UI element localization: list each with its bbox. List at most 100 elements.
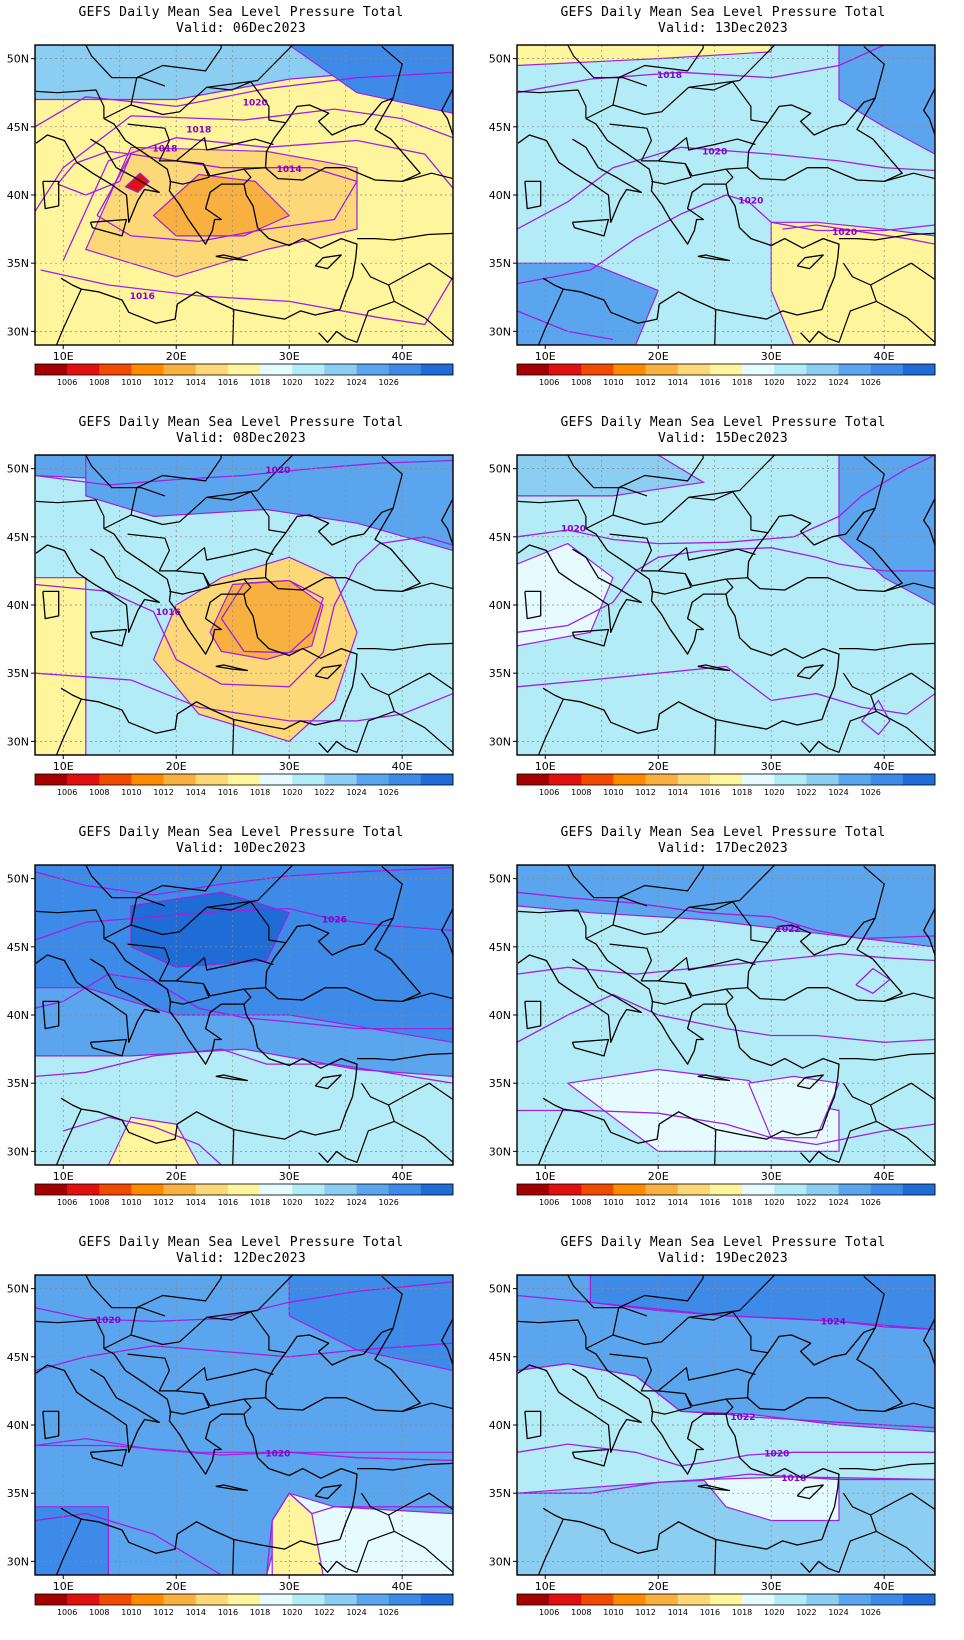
colorbar-swatch [67, 364, 100, 375]
colorbar-swatch [742, 774, 775, 785]
colorbar-label: 1006 [539, 1608, 559, 1617]
country-border [357, 642, 453, 651]
lon-label: 20E [648, 760, 669, 773]
colorbar-label: 1010 [121, 1608, 141, 1617]
colorbar-label: 1012 [153, 1608, 173, 1617]
colorbar-swatch [420, 364, 454, 375]
colorbar-label: 1018 [732, 1198, 752, 1207]
colorbar-label: 1006 [57, 378, 77, 387]
colorbar-swatch [99, 774, 132, 785]
colorbar-swatch [613, 364, 646, 375]
lon-label: 40E [392, 760, 413, 773]
lat-label: 50N [489, 463, 511, 476]
colorbar-swatch [195, 364, 229, 375]
coastline [318, 330, 347, 343]
lon-label: 40E [874, 1170, 895, 1183]
isobar-line [35, 459, 453, 486]
coastline [585, 118, 729, 245]
country-border [103, 1311, 286, 1354]
isobar-line [265, 1492, 453, 1575]
coastline [585, 528, 729, 655]
isobar-label: 1020 [738, 196, 763, 206]
colorbar-label: 1024 [346, 788, 366, 797]
colorbar-swatch [227, 774, 261, 785]
country-border [609, 943, 692, 1005]
colorbar-swatch [870, 774, 904, 785]
country-border [863, 45, 885, 99]
map-panel: GEFS Daily Mean Sea Level Pressure Total… [482, 410, 964, 820]
lon-label: 20E [166, 760, 187, 773]
country-border [243, 987, 267, 990]
country-border [537, 1108, 564, 1165]
colorbar-swatch [645, 1594, 679, 1605]
lat-label: 45N [489, 121, 511, 134]
colorbar-swatch [774, 1594, 807, 1605]
coastline [60, 1507, 341, 1554]
colorbar-swatch [35, 774, 68, 785]
lat-label: 30N [7, 735, 29, 748]
colorbar-swatch [260, 774, 293, 785]
country-border [839, 232, 935, 241]
colorbar: 1006 1008 1010 1012 1014 1016 1018 1020 1022 1024… [34, 773, 454, 797]
colorbar-label: 1014 [186, 378, 206, 387]
colorbar-swatch [324, 1594, 357, 1605]
colorbar-swatch [838, 364, 871, 375]
coastline [103, 1348, 247, 1475]
country-border [609, 1353, 692, 1415]
coastline [524, 1000, 542, 1030]
coastline [524, 1410, 542, 1440]
lat-label: 40N [7, 1009, 29, 1022]
lat-label: 45N [489, 1351, 511, 1364]
map-panel: GEFS Daily Mean Sea Level Pressure Total… [482, 1230, 964, 1640]
map-panel: GEFS Daily Mean Sea Level Pressure Total… [482, 0, 964, 410]
country-border [585, 1311, 768, 1354]
pressure-shading-region [517, 865, 935, 948]
colorbar-swatch [388, 364, 422, 375]
colorbar-label: 1016 [700, 788, 720, 797]
country-border [612, 867, 704, 926]
colorbar-swatch [613, 1184, 646, 1195]
coastline [727, 194, 840, 310]
coastline [318, 740, 347, 753]
country-border [232, 1539, 235, 1575]
colorbar-swatch [517, 1594, 550, 1605]
lon-label: 40E [874, 350, 895, 363]
country-border [232, 309, 235, 345]
map-panel: GEFS Daily Mean Sea Level Pressure Total… [0, 820, 482, 1230]
country-border [537, 698, 564, 755]
coastline [245, 1424, 358, 1540]
colorbar-swatch [870, 1184, 904, 1195]
country-border [103, 491, 286, 534]
lon-label: 40E [392, 350, 413, 363]
colorbar: 1006 1008 1010 1012 1014 1016 1018 1020 1022 1024… [34, 1183, 454, 1207]
country-border [402, 1402, 453, 1412]
country-border [657, 547, 756, 572]
country-border [863, 865, 885, 919]
country-border [394, 710, 453, 753]
country-border [36, 1319, 105, 1349]
coastline [517, 954, 642, 1043]
colorbar-label: 1014 [668, 378, 688, 387]
lon-label: 10E [535, 760, 556, 773]
country-border [394, 1120, 453, 1163]
country-border [688, 45, 776, 88]
colorbar-swatch [356, 774, 389, 785]
panel-title: GEFS Daily Mean Sea Level Pressure Total [560, 5, 886, 20]
lon-label: 30E [279, 1170, 300, 1183]
colorbar-label: 1012 [153, 378, 173, 387]
colorbar-label: 1026 [861, 378, 881, 387]
coastline [796, 1074, 824, 1090]
colorbar-swatch [709, 1184, 743, 1195]
lat-label: 50N [7, 873, 29, 886]
isobar-label: 1020 [96, 1316, 121, 1326]
isobar-line [861, 699, 891, 736]
country-border [127, 943, 210, 1005]
isobar-label: 1018 [186, 126, 211, 136]
colorbar-swatch [613, 774, 646, 785]
colorbar-swatch [227, 1594, 261, 1605]
lon-label: 30E [761, 350, 782, 363]
country-border [55, 288, 82, 345]
panel-title: GEFS Daily Mean Sea Level Pressure Total [78, 415, 404, 430]
colorbar-label: 1024 [828, 1198, 848, 1207]
colorbar-label: 1020 [282, 378, 302, 387]
